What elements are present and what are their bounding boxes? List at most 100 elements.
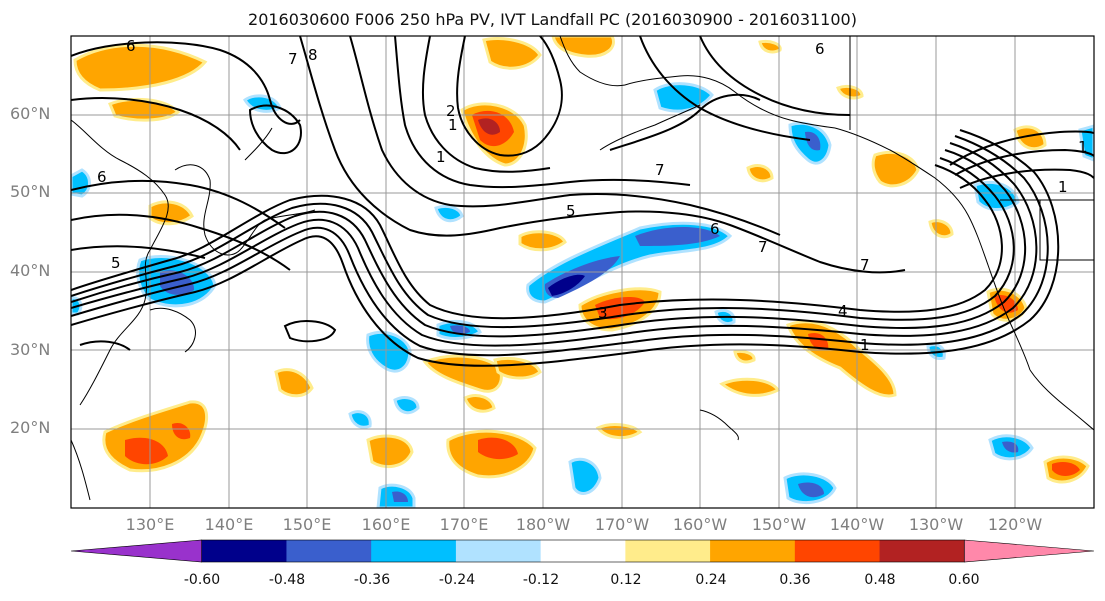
- border: [1039, 200, 1094, 261]
- longitude-label: 150°W: [751, 515, 807, 534]
- pv-contour: [71, 129, 1060, 367]
- coastline: [1029, 369, 1094, 431]
- contour-label: 4: [838, 302, 848, 320]
- negative-anomaly-region: [635, 227, 720, 246]
- coastlines: [71, 36, 1094, 501]
- negative-anomaly-region: [1002, 441, 1019, 453]
- colorbar-swatch: [455, 540, 542, 562]
- negative-anomaly-region: [798, 482, 824, 498]
- pv-contour: [71, 41, 301, 125]
- pv-contour: [71, 179, 286, 229]
- pv-contour: [71, 97, 241, 151]
- pv-contour: [949, 130, 1094, 166]
- negative-anomaly-region: [450, 325, 470, 334]
- colorbar-tick-label: 0.12: [610, 572, 642, 588]
- colorbar-extend-high: [963, 539, 1095, 563]
- latitude-label: 30°N: [10, 340, 51, 359]
- longitude-label: 160°W: [672, 515, 728, 534]
- contour-label: 6: [815, 40, 825, 58]
- pv-contour: [79, 340, 131, 351]
- coastline: [834, 127, 1031, 371]
- negative-anomaly-region: [348, 410, 372, 429]
- coastline: [71, 119, 169, 406]
- longitude-label: 140°E: [204, 515, 254, 534]
- positive-anomaly-region: [73, 43, 208, 92]
- negative-anomaly-region: [805, 131, 821, 151]
- pv-contour: [248, 104, 302, 155]
- pv-contour: [299, 36, 906, 274]
- pv-contour: [283, 320, 337, 343]
- positive-anomaly-region: [482, 37, 542, 70]
- longitude-label: 120°W: [987, 515, 1043, 534]
- latitude-label: 50°N: [10, 182, 51, 201]
- pv-contour: [349, 36, 781, 236]
- colorbar-swatch: [201, 540, 287, 562]
- contour-label: 7: [288, 50, 298, 68]
- positive-anomaly-region: [463, 394, 496, 413]
- lat-lon-grid: [71, 36, 1094, 508]
- positive-anomaly-region: [871, 150, 920, 188]
- coastline: [149, 307, 196, 353]
- positive-anomaly-region: [746, 164, 774, 183]
- contour-label: 1: [448, 116, 458, 134]
- negative-anomaly-region: [71, 168, 91, 198]
- contour-label: 6: [126, 37, 136, 55]
- pv-contour: [71, 157, 1015, 329]
- positive-anomaly-region: [595, 423, 643, 439]
- negative-anomaly-region: [366, 330, 412, 373]
- contour-label-group: 6 8 7 1 2 1 6 7 5 6 7 7 6 5 4 3 1 1 1: [97, 37, 1088, 354]
- positive-anomaly-region: [808, 332, 829, 351]
- longitude-label: 170°W: [594, 515, 650, 534]
- contour-label: 1: [1058, 178, 1068, 196]
- colorbar-tick-label: -0.12: [522, 572, 560, 588]
- negative-anomaly-region: [973, 180, 1020, 211]
- contour-label: 1: [436, 148, 446, 166]
- pv-contour: [71, 135, 1049, 357]
- positive-anomaly-region: [172, 422, 191, 440]
- positive-anomaly-region: [719, 377, 781, 397]
- longitude-label: 150°E: [282, 515, 332, 534]
- colorbar-tick-label: 0.48: [864, 572, 896, 588]
- contour-label: 6: [710, 220, 720, 238]
- pv-contour: [609, 93, 761, 151]
- negative-anomaly-region: [392, 491, 408, 502]
- colorbar: [70, 539, 1095, 563]
- colorbar-swatch: [710, 540, 796, 562]
- colorbar-border: [201, 539, 965, 563]
- positive-anomaly-region: [1052, 462, 1080, 476]
- longitude-label: 160°E: [361, 515, 411, 534]
- pv-contour: [394, 36, 691, 189]
- positive-anomaly-region: [125, 437, 168, 465]
- pv-contour: [71, 149, 1027, 338]
- contour-label: 7: [655, 161, 665, 179]
- contour-label: 6: [97, 168, 107, 186]
- pv-contour: [421, 36, 551, 173]
- positive-anomaly-region: [478, 437, 518, 460]
- colorbar-swatch: [625, 540, 711, 562]
- contour-label: 8: [308, 46, 318, 64]
- longitude-label: 130°E: [125, 515, 175, 534]
- pv-contour: [954, 148, 1094, 176]
- negative-anomaly-region: [568, 457, 602, 495]
- contour-label: 7: [860, 256, 870, 274]
- contour-label: 5: [111, 254, 121, 272]
- coastline: [244, 127, 273, 161]
- longitude-label: 140°W: [829, 515, 885, 534]
- colorbar-swatch: [286, 540, 372, 562]
- pv-contour: [959, 168, 1094, 189]
- coastline: [559, 36, 626, 87]
- colorbar-tick-label: -0.60: [183, 572, 221, 588]
- colorbar-swatch: [540, 540, 626, 562]
- longitude-label: 130°W: [908, 515, 964, 534]
- contour-label: 5: [566, 202, 576, 220]
- coastline: [71, 439, 91, 501]
- contour-label: 3: [598, 304, 608, 322]
- pv-contour: [699, 36, 851, 116]
- pv-contour: [71, 213, 291, 271]
- pv-contour: [639, 36, 811, 141]
- negative-anomaly-region: [393, 396, 420, 415]
- positive-anomaly-region: [478, 118, 500, 135]
- contour-label: 1: [1078, 138, 1088, 156]
- colorbar-tick-label: -0.48: [268, 572, 306, 588]
